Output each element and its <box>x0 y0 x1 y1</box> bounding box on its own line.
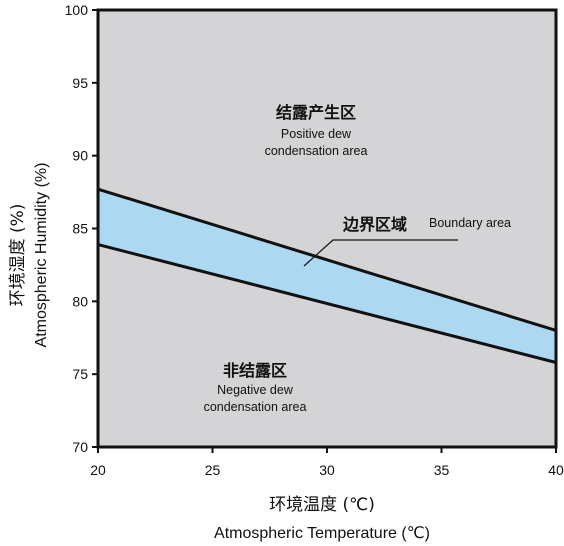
dew-region-label-en-2: condensation area <box>265 144 368 158</box>
dew-region-label-en-1: Positive dew <box>281 127 352 141</box>
x-axis-ticks: 20 25 30 35 40 <box>90 447 564 478</box>
y-tick-label: 80 <box>72 293 88 309</box>
no-dew-region-label-en-2: condensation area <box>204 400 307 414</box>
y-axis-ticks: 70 75 80 85 90 95 100 <box>65 2 98 455</box>
x-tick-label: 35 <box>434 462 450 478</box>
y-tick-label: 70 <box>72 439 88 455</box>
y-tick-label: 95 <box>72 75 88 91</box>
y-tick-label: 75 <box>72 366 88 382</box>
x-axis-title-zh: 环境温度 (℃) <box>269 495 375 515</box>
x-tick-label: 20 <box>90 462 106 478</box>
upper-boundary-line <box>97 187 557 332</box>
boundary-region-label-zh: 边界区域 <box>342 215 407 234</box>
no-dew-region-label-en-1: Negative dew <box>217 383 294 397</box>
y-tick-label: 90 <box>72 148 88 164</box>
y-tick-label: 100 <box>65 2 89 18</box>
boundary-area-band <box>98 189 556 363</box>
boundary-pointer-line <box>303 239 458 267</box>
x-tick-label: 30 <box>319 462 335 478</box>
y-axis-title-en: Atmospheric Humidity (%) <box>33 163 50 348</box>
dew-region-label-zh: 结露产生区 <box>275 103 356 122</box>
y-axis-title-zh: 环境湿度 (%) <box>8 204 28 307</box>
x-tick-label: 25 <box>205 462 221 478</box>
y-tick-label: 85 <box>72 221 88 237</box>
boundary-region-label-en: Boundary area <box>429 216 511 230</box>
x-tick-label: 40 <box>548 462 564 478</box>
x-axis-title-en: Atmospheric Temperature (℃) <box>214 525 430 542</box>
no-dew-region-label-zh: 非结露区 <box>223 361 287 380</box>
lower-boundary-line <box>97 243 557 364</box>
